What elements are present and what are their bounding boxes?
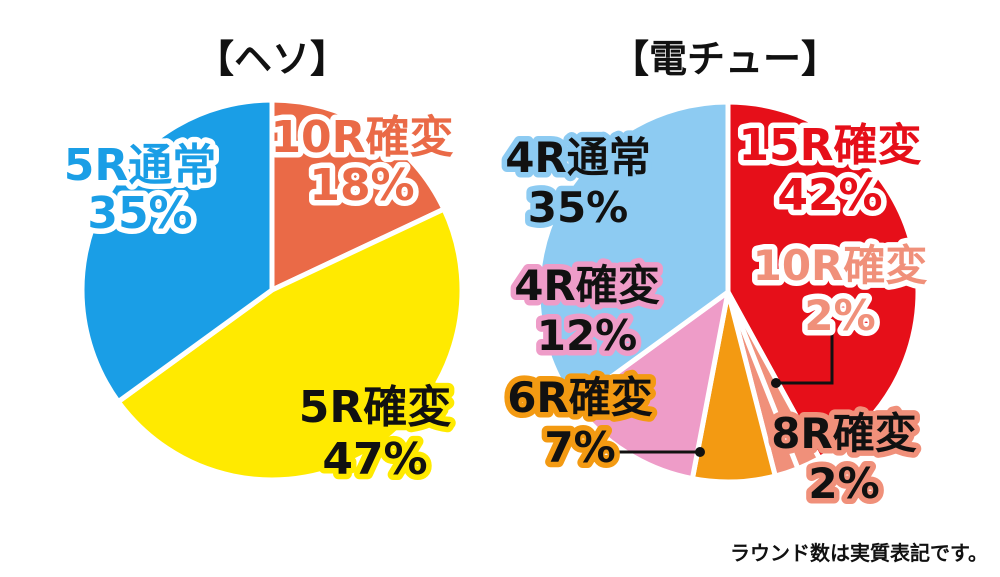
- slice-label-heso-10r: 10R確変: [270, 112, 453, 163]
- pie-slice-denchu-4r-tsujo: [535, 99, 731, 407]
- slice-label-denchu-4r-tsujo: 4R通常: [505, 133, 651, 182]
- slice-label-denchu-4r-kakuhen: 4R確変: [514, 261, 660, 310]
- chart-title-heso: 【ヘソ】: [196, 37, 348, 81]
- pie-slice-heso-5r-kakuhen: [115, 206, 465, 483]
- slice-value-heso-5r-tsujo: 35%: [87, 188, 192, 239]
- slice-value-heso-10r: 18%: [309, 160, 414, 211]
- slice-label-heso-5r-kakuhen: 5R確変: [299, 382, 452, 433]
- leader-line-10r: [776, 332, 834, 385]
- slice-value-denchu-10r: 2%: [804, 291, 875, 340]
- slice-value-denchu-6r: 7%: [544, 423, 615, 472]
- slice-value-denchu-15r: 42%: [777, 170, 882, 221]
- slice-label-denchu-8r: 8R確変: [771, 409, 917, 458]
- pie-slice-denchu-15r-kakuhen: [725, 99, 921, 461]
- slice-value-denchu-8r: 2%: [808, 459, 879, 508]
- pie-chart-heso: [79, 97, 465, 483]
- pie-slice-heso-10r-kakuhen: [269, 97, 447, 293]
- slice-label-heso-5r-tsujo: 5R通常: [64, 140, 217, 191]
- slice-label-denchu-6r: 6R確変: [507, 373, 653, 422]
- chart-title-denchu: 【電チュー】: [611, 37, 839, 81]
- slice-label-denchu-15r: 15R確変: [738, 120, 921, 171]
- slice-value-denchu-4r-kakuhen: 12%: [537, 311, 638, 360]
- leader-dot-6r: [695, 447, 705, 457]
- leader-dot-10r: [771, 378, 781, 388]
- slice-value-denchu-4r-tsujo: 35%: [528, 183, 629, 232]
- pie-slice-heso-5r-tsujo: [79, 97, 275, 405]
- pie-chart-denchu: [535, 99, 921, 485]
- footnote: ラウンド数は実質表記です。: [730, 541, 988, 565]
- slice-value-heso-5r-kakuhen: 47%: [322, 434, 427, 485]
- slice-label-denchu-10r: 10R確変: [753, 241, 928, 290]
